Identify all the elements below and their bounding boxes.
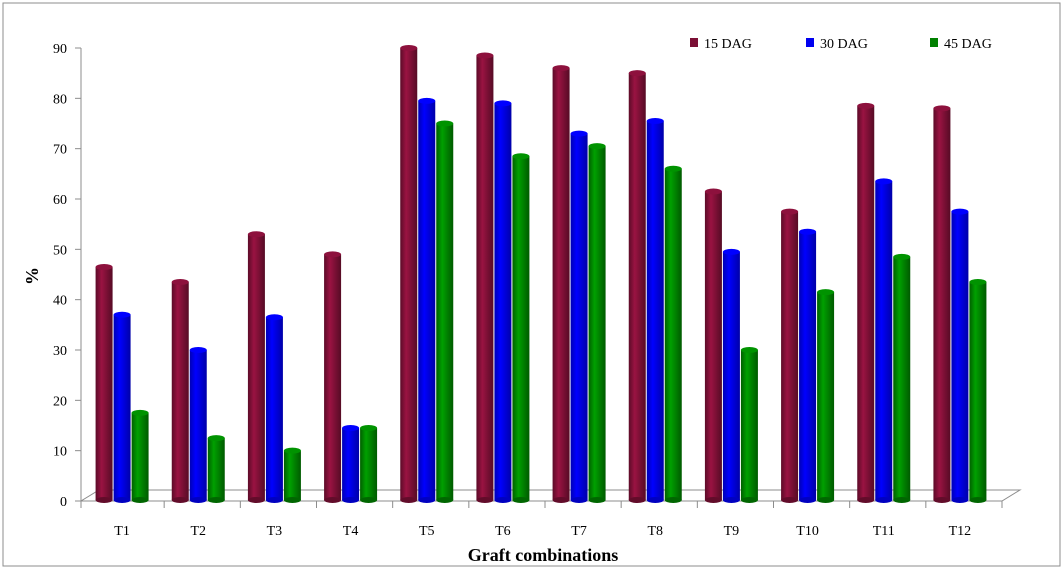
bar	[857, 102, 875, 503]
y-tick-label: 90	[53, 42, 67, 57]
x-tick-label: T10	[796, 524, 819, 539]
y-tick-label: 50	[53, 243, 67, 258]
legend-swatch	[806, 38, 814, 47]
x-tick-label: T12	[949, 524, 972, 539]
legend-swatch	[690, 38, 698, 47]
legend-label: 30 DAG	[820, 37, 868, 52]
bar	[570, 130, 588, 503]
x-tick-label: T11	[873, 524, 895, 539]
bar	[113, 311, 131, 503]
y-tick-label: 80	[53, 92, 67, 107]
y-tick-label: 70	[53, 143, 67, 158]
legend-item: 15 DAG	[690, 37, 752, 52]
bar	[817, 289, 835, 503]
bar	[283, 447, 301, 503]
bar	[436, 120, 454, 503]
legend-item: 45 DAG	[930, 37, 992, 52]
x-tick-label: T8	[647, 524, 663, 539]
x-tick-label: T2	[190, 524, 206, 539]
y-tick-label: 40	[53, 294, 67, 309]
y-axis-label: %	[22, 267, 42, 285]
legend-label: 15 DAG	[704, 37, 752, 52]
bar	[722, 248, 740, 503]
bar	[207, 435, 225, 503]
bar	[265, 314, 283, 503]
bar	[893, 253, 911, 503]
bar	[646, 117, 664, 503]
bar	[781, 208, 799, 503]
bar	[131, 409, 149, 503]
bar	[875, 178, 893, 503]
bar	[552, 65, 570, 503]
x-tick-label: T6	[495, 524, 511, 539]
y-tick-label: 30	[53, 344, 67, 359]
bar	[400, 45, 418, 503]
bar	[628, 70, 646, 503]
bar	[664, 165, 682, 503]
x-tick-label: T1	[114, 524, 130, 539]
bars	[95, 45, 987, 503]
legend: 15 DAG 30 DAG 45 DAG	[690, 37, 992, 52]
bar	[171, 279, 189, 503]
bar	[933, 105, 951, 503]
x-axis: T1 T2 T3 T4 T5 T6 T7 T8 T9 T10 T11 T12	[80, 500, 1003, 539]
bar	[476, 52, 494, 503]
x-tick-label: T5	[419, 524, 435, 539]
bar	[189, 347, 207, 503]
bar	[360, 425, 378, 503]
legend-swatch	[930, 38, 938, 47]
bar	[95, 263, 113, 503]
x-tick-label: T3	[267, 524, 283, 539]
bar	[799, 228, 817, 503]
y-tick-label: 10	[53, 445, 67, 460]
bar	[740, 347, 758, 503]
x-tick-label: T9	[724, 524, 740, 539]
y-tick-label: 20	[53, 394, 67, 409]
bar	[951, 208, 969, 503]
x-tick-label: T4	[343, 524, 359, 539]
bar	[512, 153, 530, 503]
bar	[418, 97, 436, 503]
bar	[247, 231, 265, 503]
legend-label: 45 DAG	[944, 37, 992, 52]
x-tick-label: T7	[571, 524, 587, 539]
y-tick-label: 60	[53, 193, 67, 208]
x-axis-label: Graft combinations	[468, 545, 619, 565]
bar	[342, 425, 360, 503]
bar	[704, 188, 722, 503]
y-axis: 0 10 20 30 40 50 60 70 80 90	[53, 42, 82, 510]
bar	[324, 251, 342, 503]
bar	[588, 143, 606, 503]
bar	[969, 279, 987, 503]
legend-item: 30 DAG	[806, 37, 868, 52]
y-tick-label: 0	[60, 495, 67, 510]
bar	[494, 100, 512, 503]
